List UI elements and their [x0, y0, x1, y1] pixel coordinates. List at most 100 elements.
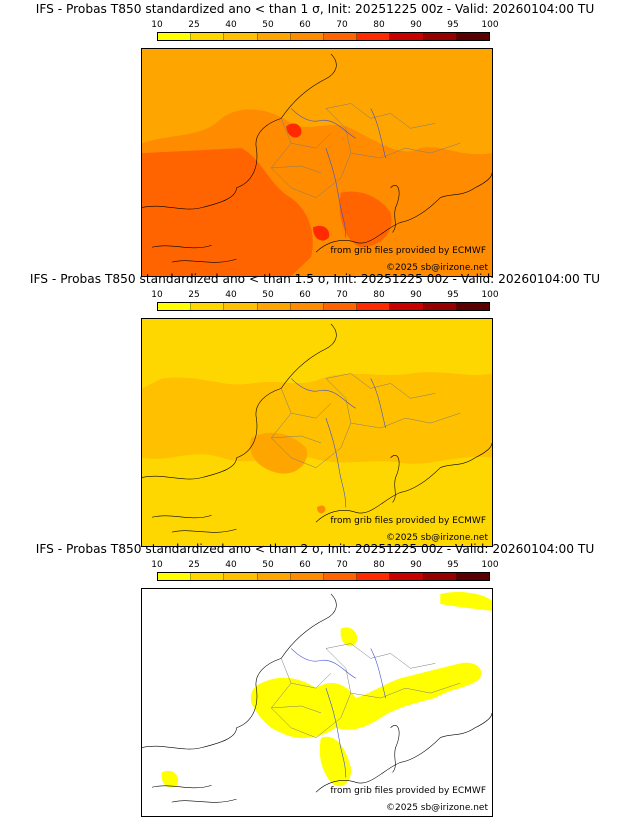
colorbar-segment	[191, 33, 225, 40]
rivers	[290, 648, 386, 778]
colorbar-segment	[224, 33, 258, 40]
colorbar-tick-label: 25	[188, 560, 200, 570]
borders	[270, 373, 461, 468]
colorbar-tick-label: 80	[373, 20, 385, 30]
colorbar-segment	[290, 573, 325, 580]
grib-credit: from grib files provided by ECMWF	[330, 786, 486, 796]
probability-zone-yellow-5	[440, 591, 492, 611]
colorbar-tick-label: 50	[262, 290, 274, 300]
colorbar-tick-label: 80	[373, 290, 385, 300]
colorbar-segment	[456, 33, 490, 40]
rivers	[290, 378, 386, 508]
colorbar-segment	[357, 303, 391, 310]
colorbar-segment	[456, 303, 490, 310]
colorbar-segment	[324, 33, 358, 40]
colorbar-tick-label: 60	[299, 560, 311, 570]
map-svg	[142, 589, 492, 816]
probability-zone-mid	[142, 372, 492, 464]
map-svg	[142, 319, 492, 546]
map-svg	[142, 49, 492, 276]
panel-title: IFS - Probas T850 standardized ano < tha…	[29, 272, 601, 286]
colorbar-segment	[257, 573, 291, 580]
rivers	[290, 108, 386, 238]
colorbar	[157, 32, 490, 41]
probability-zone-yellow-4	[161, 770, 179, 788]
colorbar-segment	[324, 303, 358, 310]
panel-title: IFS - Probas T850 standardized ano < tha…	[35, 542, 595, 556]
colorbar-tick-label: 70	[336, 290, 348, 300]
colorbar-tick-label: 100	[481, 290, 499, 300]
colorbar-segment	[191, 573, 225, 580]
colorbar-segment	[191, 303, 225, 310]
colorbar-segment	[290, 33, 325, 40]
colorbar-segment	[357, 573, 391, 580]
coastlines	[142, 53, 492, 263]
colorbar-segment	[423, 303, 457, 310]
colorbar-segment	[290, 303, 325, 310]
probability-zone-yellow	[250, 662, 482, 739]
colorbar-tick-label: 10	[151, 290, 163, 300]
colorbar-tick-label: 100	[481, 560, 499, 570]
map-panel-1: IFS - Probas T850 standardized ano < tha…	[0, 0, 630, 277]
colorbar-ticks: 10 25 40 50 60 70 80 90 95 100	[151, 560, 498, 572]
probability-zone-yellow-2	[319, 736, 352, 787]
colorbar-segment	[257, 33, 291, 40]
colorbar-tick-label: 10	[151, 20, 163, 30]
probability-zone-peak	[286, 123, 302, 138]
colorbar-tick-label: 25	[188, 290, 200, 300]
colorbar-tick-label: 70	[336, 20, 348, 30]
colorbar-tick-label: 90	[410, 560, 422, 570]
colorbar-tick-label: 90	[410, 20, 422, 30]
colorbar-tick-label: 70	[336, 560, 348, 570]
colorbar-tick-label: 80	[373, 560, 385, 570]
colorbar-segment	[224, 303, 258, 310]
site-credit: ©2025 sb@irizone.net	[386, 263, 488, 273]
colorbar-ticks: 10 25 40 50 60 70 80 90 95 100	[151, 20, 498, 32]
colorbar-tick-label: 60	[299, 290, 311, 300]
probability-zone-high	[142, 148, 313, 276]
colorbar-segment	[390, 33, 424, 40]
colorbar-tick-label: 60	[299, 20, 311, 30]
map-panel-2: IFS - Probas T850 standardized ano < tha…	[0, 270, 630, 547]
site-credit: ©2025 sb@irizone.net	[386, 803, 488, 813]
probability-map: from grib files provided by ECMWF ©2025 …	[141, 48, 493, 277]
colorbar-segment	[357, 33, 391, 40]
grib-credit: from grib files provided by ECMWF	[330, 516, 486, 526]
colorbar-tick-label: 100	[481, 20, 499, 30]
colorbar-tick-label: 95	[447, 290, 459, 300]
colorbar-tick-label: 10	[151, 560, 163, 570]
coastlines	[142, 323, 492, 533]
borders	[270, 103, 461, 198]
colorbar-segment	[158, 573, 192, 580]
grib-credit: from grib files provided by ECMWF	[330, 246, 486, 256]
probability-zone-peak-2	[313, 225, 330, 241]
colorbar-tick-label: 95	[447, 560, 459, 570]
colorbar-tick-label: 40	[225, 20, 237, 30]
site-credit: ©2025 sb@irizone.net	[386, 533, 488, 543]
colorbar-tick-label: 40	[225, 560, 237, 570]
colorbar-segment	[456, 573, 490, 580]
borders	[270, 643, 461, 738]
probability-zone-high	[250, 432, 308, 474]
colorbar-tick-label: 40	[225, 290, 237, 300]
colorbar-segment	[224, 573, 258, 580]
colorbar-tick-label: 25	[188, 20, 200, 30]
colorbar-segment	[257, 303, 291, 310]
colorbar-tick-label: 90	[410, 290, 422, 300]
colorbar	[157, 572, 490, 581]
probability-map: from grib files provided by ECMWF ©2025 …	[141, 318, 493, 547]
colorbar-segment	[158, 303, 192, 310]
probability-zone-high-2	[339, 191, 392, 248]
colorbar	[157, 302, 490, 311]
panel-title: IFS - Probas T850 standardized ano < tha…	[35, 2, 595, 16]
colorbar-tick-label: 50	[262, 20, 274, 30]
map-panel-3: IFS - Probas T850 standardized ano < tha…	[0, 540, 630, 817]
colorbar-tick-label: 95	[447, 20, 459, 30]
colorbar-tick-label: 50	[262, 560, 274, 570]
probability-zone-peak	[317, 505, 326, 514]
probability-map: from grib files provided by ECMWF ©2025 …	[141, 588, 493, 817]
colorbar-ticks: 10 25 40 50 60 70 80 90 95 100	[151, 290, 498, 302]
colorbar-segment	[423, 573, 457, 580]
colorbar-segment	[324, 573, 358, 580]
colorbar-segment	[158, 33, 192, 40]
